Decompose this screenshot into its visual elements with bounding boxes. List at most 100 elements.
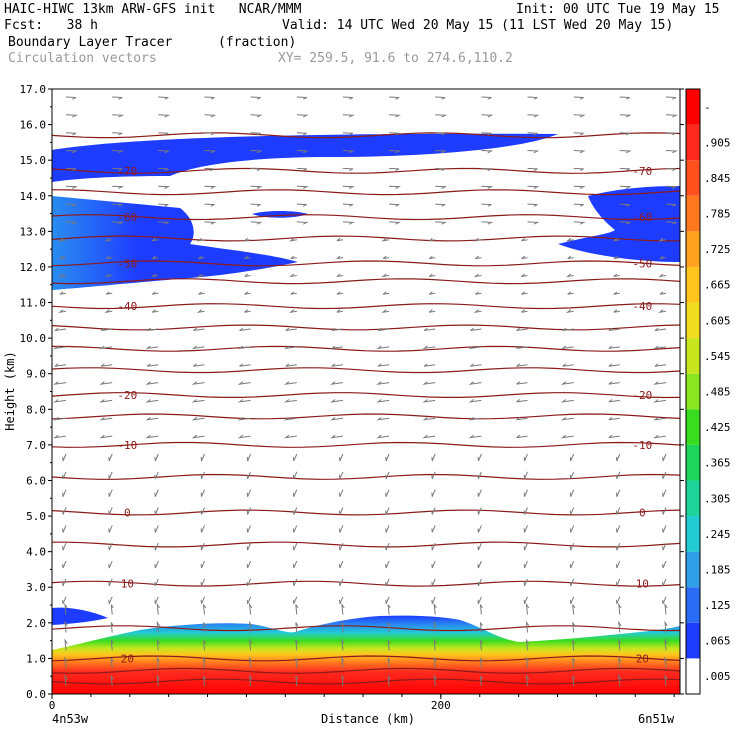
- circulation-vector: [237, 345, 251, 350]
- circulation-vector: [110, 657, 114, 669]
- circulation-vector: [473, 309, 482, 314]
- circulation-vector: [521, 273, 528, 277]
- circulation-vector: [62, 525, 67, 533]
- header-model-line: HAIC-HIWC 13km ARW-GFS init NCAR/MMM: [4, 2, 302, 17]
- circulation-vector: [431, 596, 436, 604]
- contour-label: -40: [632, 300, 652, 313]
- circulation-vector: [382, 255, 390, 260]
- circulation-vector: [198, 255, 205, 260]
- circulation-vector: [523, 596, 528, 604]
- circulation-vector: [145, 434, 159, 439]
- circulation-vector: [616, 543, 621, 551]
- circulation-vector: [64, 620, 68, 633]
- temperature-contour: [52, 473, 680, 480]
- circulation-vector: [523, 471, 528, 479]
- circulation-vector: [99, 399, 113, 403]
- circulation-vector: [64, 602, 68, 615]
- circulation-vector: [158, 203, 169, 207]
- circulation-vector: [191, 399, 205, 403]
- circulation-vector: [664, 602, 668, 615]
- circulation-vector: [296, 150, 309, 154]
- circulation-vector: [560, 345, 574, 350]
- y-tick-label: 3.0: [26, 581, 46, 594]
- circulation-vector: [54, 363, 67, 367]
- circulation-vector: [289, 309, 297, 314]
- y-tick-label: 5.0: [26, 510, 46, 523]
- y-tick-label: 13.0: [20, 225, 47, 238]
- circulation-vector: [523, 489, 528, 497]
- x-tick-label: 200: [431, 699, 451, 712]
- circulation-vector: [250, 132, 261, 136]
- circulation-vector: [654, 327, 667, 331]
- contour-label: -50: [117, 257, 137, 270]
- circulation-vector: [479, 657, 484, 669]
- circulation-vector: [246, 543, 252, 551]
- circulation-vector: [572, 604, 576, 615]
- circulation-vector: [108, 543, 113, 551]
- circulation-vector: [516, 363, 528, 367]
- circulation-vector: [481, 185, 494, 189]
- circulation-vector: [385, 489, 390, 497]
- circulation-vector: [618, 674, 622, 687]
- temperature-contour: [52, 580, 680, 587]
- circulation-vector: [112, 114, 125, 118]
- circulation-vector: [108, 525, 113, 533]
- y-tick-label: 11.0: [20, 297, 47, 310]
- circulation-vector: [431, 525, 436, 533]
- circulation-vector: [65, 150, 78, 154]
- colorbar-frame: [685, 88, 701, 695]
- circulation-vector: [292, 560, 298, 569]
- circulation-vector: [342, 114, 355, 118]
- circulation-vector: [296, 185, 309, 189]
- circulation-vector: [53, 345, 67, 350]
- circulation-vector: [527, 167, 538, 172]
- circulation-vector: [385, 560, 390, 569]
- circulation-vector: [616, 453, 621, 462]
- circulation-vector: [477, 578, 482, 587]
- circulation-vector: [196, 309, 205, 314]
- colorbar-swatch: [686, 231, 700, 267]
- circulation-vector: [653, 345, 667, 350]
- circulation-vector: [613, 255, 620, 260]
- colorbar-label: .065: [704, 635, 731, 648]
- circulation-vector: [608, 416, 620, 421]
- temperature-contour: [52, 655, 680, 662]
- circulation-vector: [331, 327, 343, 331]
- circulation-vector: [158, 96, 169, 100]
- circulation-vector: [237, 417, 251, 421]
- circulation-vector: [665, 167, 677, 172]
- circulation-vector: [112, 132, 123, 136]
- circulation-vector: [616, 525, 621, 533]
- circulation-vector: [477, 471, 482, 479]
- circulation-vector: [296, 203, 308, 207]
- circulation-vector: [295, 604, 299, 615]
- circulation-vector: [477, 489, 482, 497]
- circulation-vector: [431, 578, 436, 587]
- circulation-vector: [565, 309, 574, 314]
- circulation-vector: [339, 543, 344, 551]
- circulation-vector: [99, 381, 113, 385]
- contour-label: -10: [632, 439, 652, 452]
- circulation-vector: [662, 543, 667, 551]
- circulation-vector: [246, 453, 252, 462]
- circulation-vector: [112, 203, 123, 207]
- y-tick-label: 1.0: [26, 652, 46, 665]
- circulation-vector: [292, 453, 298, 462]
- circulation-vector: [296, 221, 309, 225]
- circulation-vector: [560, 434, 574, 439]
- circulation-vector: [147, 327, 159, 331]
- circulation-vector: [431, 560, 436, 569]
- circulation-vector: [204, 96, 215, 100]
- y-tick-label: 8.0: [26, 403, 46, 416]
- temperature-contour: [52, 345, 680, 352]
- circulation-vector: [108, 471, 113, 479]
- circulation-vector: [389, 203, 400, 207]
- circulation-vector: [573, 203, 584, 207]
- colorbar-swatch: [686, 551, 700, 588]
- colorbar-swatch: [686, 658, 700, 694]
- circulation-vector: [250, 150, 263, 154]
- circulation-vector: [481, 114, 494, 118]
- circulation-vector: [569, 507, 575, 515]
- circulation-vector: [342, 221, 355, 225]
- circulation-vector: [191, 381, 205, 385]
